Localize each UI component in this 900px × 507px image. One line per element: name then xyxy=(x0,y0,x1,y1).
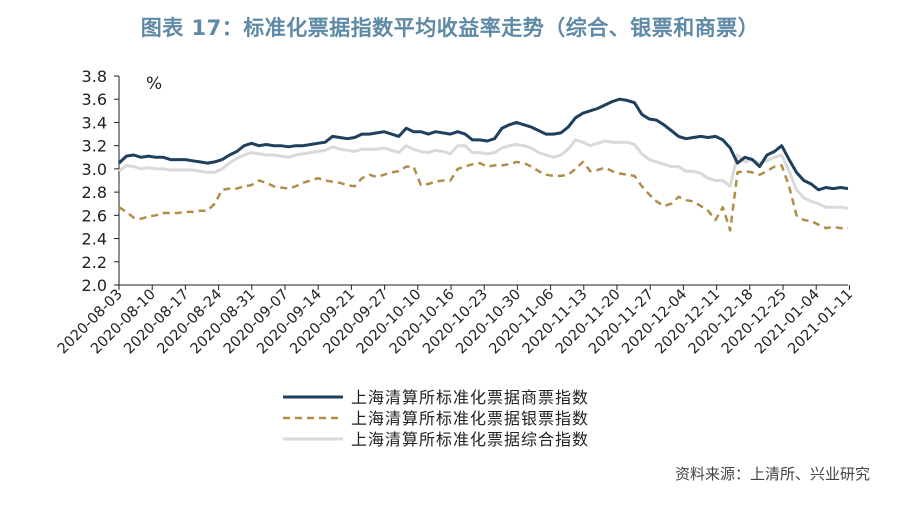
series-layer xyxy=(117,97,849,232)
source-note: 资料来源：上清所、兴业研究 xyxy=(674,465,870,483)
y-tick-label: 2.0 xyxy=(82,276,107,295)
legend-label: 上海清算所标准化票据银票指数 xyxy=(351,409,589,428)
y-tick-label: 2.4 xyxy=(82,230,107,249)
y-tick-label: 2.8 xyxy=(82,183,107,202)
legend-item-commercial: 上海清算所标准化票据商票指数 xyxy=(283,388,589,407)
legend: 上海清算所标准化票据商票指数上海清算所标准化票据银票指数上海清算所标准化票据综合… xyxy=(283,388,589,449)
legend-label: 上海清算所标准化票据综合指数 xyxy=(351,430,589,449)
legend-item-composite: 上海清算所标准化票据综合指数 xyxy=(283,430,589,449)
legend-item-bank: 上海清算所标准化票据银票指数 xyxy=(283,409,589,428)
y-tick-label: 3.6 xyxy=(82,90,107,109)
series-line-composite xyxy=(118,138,849,210)
chart-title: 图表 17：标准化票据指数平均收益率走势（综合、银票和商票） xyxy=(140,16,760,40)
y-unit-label: % xyxy=(146,74,162,94)
y-tick-label: 3.0 xyxy=(82,160,107,179)
legend-label: 上海清算所标准化票据商票指数 xyxy=(351,388,589,407)
y-tick-label: 3.2 xyxy=(82,137,107,156)
series-line-commercial xyxy=(117,97,849,192)
y-tick-label: 2.6 xyxy=(82,206,107,225)
series-line-bank xyxy=(118,160,848,232)
y-tick-label: 3.8 xyxy=(82,67,107,86)
y-tick-label: 3.4 xyxy=(82,113,107,132)
y-tick-label: 2.2 xyxy=(82,253,107,272)
